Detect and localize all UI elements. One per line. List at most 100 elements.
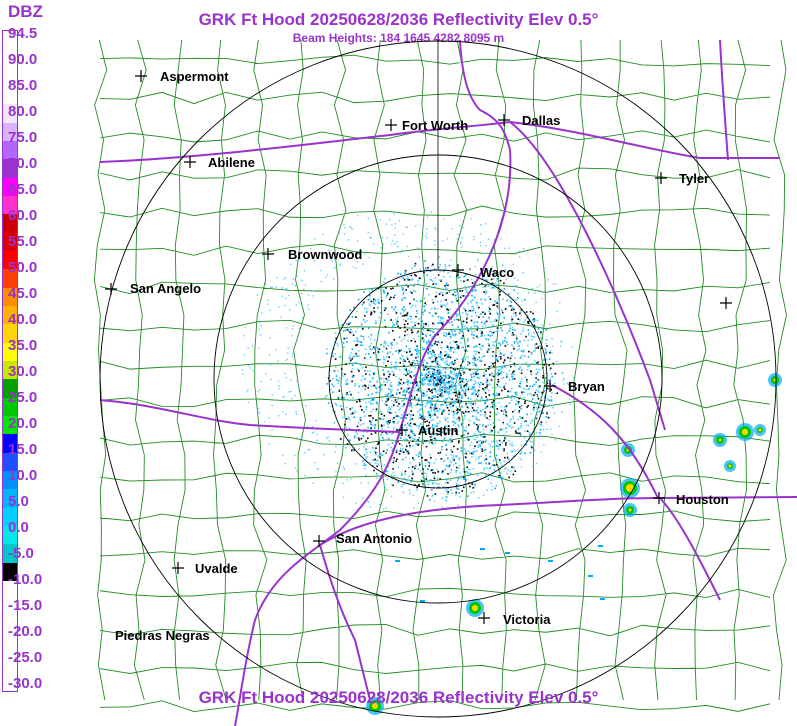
echo-pixel <box>387 423 389 426</box>
echo-pixel <box>346 479 348 481</box>
echo-pixel <box>431 425 434 428</box>
storm-core <box>718 438 722 442</box>
echo-pixel <box>403 404 405 407</box>
echo-pixel <box>430 211 432 213</box>
echo-pixel <box>476 391 479 393</box>
echo-pixel <box>243 335 245 337</box>
echo-pixel <box>423 377 425 379</box>
echo-pixel <box>518 368 520 370</box>
echo-pixel <box>458 276 461 279</box>
echo-pixel <box>526 379 528 381</box>
echo-pixel <box>398 382 400 384</box>
echo-pixel <box>537 347 539 349</box>
echo-pixel <box>503 385 506 387</box>
echo-pixel <box>495 459 498 462</box>
echo-pixel <box>366 370 369 373</box>
echo-pixel <box>422 400 424 402</box>
echo-pixel <box>396 323 398 325</box>
echo-pixel <box>350 328 352 331</box>
echo-pixel <box>513 378 516 380</box>
echo-pixel <box>483 334 486 337</box>
city-label: Dallas <box>522 113 560 128</box>
echo-pixel <box>392 287 394 290</box>
echo-pixel <box>379 456 381 459</box>
echo-pixel <box>410 329 413 331</box>
echo-pixel <box>476 345 479 348</box>
echo-pixel <box>481 472 484 475</box>
map-title: GRK Ft Hood 20250628/2036 Reflectivity E… <box>198 10 599 29</box>
echo-pixel <box>494 458 497 461</box>
echo-pixel <box>329 380 331 382</box>
legend-swatch <box>2 471 18 490</box>
echo-pixel <box>457 391 460 393</box>
echo-pixel <box>460 384 463 386</box>
echo-pixel <box>506 472 508 475</box>
echo-pixel <box>446 364 448 366</box>
echo-pixel <box>511 395 513 397</box>
echo-pixel <box>281 287 283 289</box>
echo-pixel <box>342 416 344 419</box>
echo-pixel <box>417 440 420 443</box>
echo-pixel <box>360 341 363 344</box>
echo-pixel <box>497 448 500 450</box>
echo-pixel <box>453 340 455 343</box>
echo-pixel <box>474 311 477 314</box>
echo-pixel <box>369 294 371 297</box>
echo-pixel <box>348 416 350 419</box>
echo-pixel <box>436 469 439 471</box>
echo-pixel <box>394 411 397 414</box>
echo-pixel <box>431 330 433 332</box>
echo-pixel <box>549 428 552 430</box>
echo-pixel <box>446 406 449 409</box>
echo-pixel <box>480 455 483 458</box>
echo-pixel <box>346 443 349 445</box>
echo-pixel <box>447 284 449 287</box>
echo-pixel <box>544 403 547 406</box>
echo-pixel <box>496 284 498 286</box>
echo-pixel <box>455 471 457 474</box>
legend-label: 25.0 <box>8 389 38 406</box>
echo-pixel <box>386 478 389 480</box>
echo-pixel <box>514 312 517 314</box>
echo-pixel <box>452 405 454 407</box>
echo-pixel <box>485 379 488 382</box>
echo-pixel <box>361 344 364 346</box>
echo-pixel <box>385 296 387 298</box>
echo-pixel <box>443 332 445 334</box>
echo-pixel <box>449 308 452 310</box>
echo-pixel <box>498 402 500 404</box>
echo-pixel <box>532 318 534 321</box>
echo-pixel <box>398 220 401 222</box>
echo-pixel <box>521 300 523 302</box>
echo-pixel <box>396 240 398 243</box>
echo-pixel <box>430 439 432 441</box>
echo-pixel <box>345 382 348 384</box>
echo-pixel <box>352 374 355 377</box>
echo-pixel <box>404 424 407 426</box>
echo-pixel <box>503 316 505 319</box>
echo-pixel <box>416 411 419 413</box>
echo-pixel <box>483 469 485 471</box>
map-footer-title: GRK Ft Hood 20250628/2036 Reflectivity E… <box>198 688 599 707</box>
echo-pixel <box>305 404 307 407</box>
echo-pixel <box>522 271 524 274</box>
echo-pixel <box>490 489 493 491</box>
echo-pixel <box>379 219 382 221</box>
echo-pixel <box>333 267 335 269</box>
echo-pixel <box>404 330 407 333</box>
echo-pixel <box>519 357 522 359</box>
echo-pixel <box>488 462 491 465</box>
echo-pixel <box>487 424 490 426</box>
echo-pixel <box>445 500 447 502</box>
echo-pixel <box>408 413 410 415</box>
echo-pixel <box>388 393 390 395</box>
echo-pixel <box>349 478 352 480</box>
echo-pixel <box>500 476 502 479</box>
echo-pixel <box>445 454 447 456</box>
echo-pixel <box>393 324 395 326</box>
echo-pixel <box>258 328 260 330</box>
echo-pixel <box>494 387 497 389</box>
echo-pixel <box>424 373 426 376</box>
